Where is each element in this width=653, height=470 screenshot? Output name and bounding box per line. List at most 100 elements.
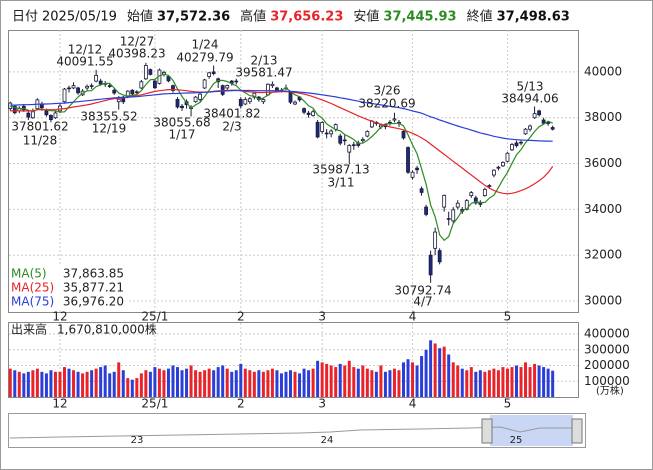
candle-body xyxy=(220,85,225,95)
volume-bar xyxy=(17,371,21,397)
volume-bar xyxy=(252,371,256,397)
navigator-handle[interactable] xyxy=(571,418,583,444)
x-tick-label: 2 xyxy=(237,310,245,324)
volume-bar xyxy=(58,371,62,397)
candle-body xyxy=(62,88,67,103)
candle-body xyxy=(320,122,325,132)
volume-bar xyxy=(126,378,130,397)
navigator[interactable] xyxy=(8,413,586,448)
candle-body xyxy=(442,194,447,208)
volume-bar xyxy=(117,362,121,397)
candle-body xyxy=(67,87,71,90)
volume-bar xyxy=(139,373,143,397)
candle-body xyxy=(98,80,103,85)
y-tick-label: 34000 xyxy=(584,202,622,216)
legend-name: MA(25) xyxy=(11,281,54,295)
volume-bar xyxy=(266,370,270,397)
candle-body xyxy=(329,130,334,135)
header-label: 始値 xyxy=(127,9,153,25)
legend-name: MA(5) xyxy=(11,267,47,281)
volume-bar xyxy=(356,368,360,397)
candle-body xyxy=(247,98,252,103)
candle-body xyxy=(112,89,117,94)
volume-bar xyxy=(307,370,311,397)
volume-bar xyxy=(298,373,302,397)
candle-body xyxy=(523,128,528,135)
volume-bar xyxy=(546,368,550,397)
volume-bar xyxy=(44,373,48,397)
navigator-label: 23 xyxy=(131,435,144,446)
volume-bar xyxy=(334,367,338,397)
volume-bar xyxy=(76,371,80,397)
candle-body xyxy=(211,71,216,74)
volume-bar xyxy=(460,368,464,397)
volume-bar xyxy=(519,367,523,397)
candle-body xyxy=(265,83,270,96)
legend-name: MA(75) xyxy=(11,295,54,309)
volume-bar xyxy=(402,362,405,397)
ma-line xyxy=(10,89,553,142)
volume-bar xyxy=(542,367,546,397)
candle-body xyxy=(491,169,496,176)
annotation-date: 1/17 xyxy=(169,128,196,142)
volume-bar xyxy=(501,367,505,397)
candle-body xyxy=(261,99,266,103)
legend-value: 36,976.20 xyxy=(63,295,124,309)
volume-bar xyxy=(438,348,442,397)
annotation-date: 12/19 xyxy=(92,122,127,136)
volume-bar xyxy=(284,371,288,397)
volume-bar xyxy=(166,368,170,397)
candle-body xyxy=(143,65,148,80)
volume-bar xyxy=(311,368,315,397)
candle-body xyxy=(166,76,171,82)
volume-bar xyxy=(40,371,44,397)
candle-body xyxy=(94,74,99,82)
ma-line xyxy=(10,73,553,242)
volume-bar xyxy=(420,356,424,397)
annotation-value: 38401.82 xyxy=(203,107,260,121)
candle-body xyxy=(550,127,555,130)
volume-bar xyxy=(198,371,202,397)
volume-bar xyxy=(456,365,460,397)
volume-unit: (万株) xyxy=(596,384,624,397)
candle-body xyxy=(288,92,293,103)
legend-box xyxy=(9,266,127,310)
volume-bar xyxy=(121,370,125,397)
volume-bar xyxy=(320,362,324,397)
y-tick-label: 38000 xyxy=(584,110,622,124)
candle-body xyxy=(473,197,478,204)
candle-body xyxy=(338,135,343,144)
volume-bar xyxy=(397,370,401,397)
volume-bar xyxy=(429,340,433,397)
volume-label: 出来高 xyxy=(11,322,47,337)
volume-bar xyxy=(474,371,478,397)
annotation-date: 1/24 xyxy=(192,38,219,52)
navigator-range[interactable] xyxy=(490,415,573,446)
candle-body xyxy=(433,231,438,249)
candle-body xyxy=(528,125,532,130)
candle-body xyxy=(193,96,198,103)
volume-bar xyxy=(338,363,342,397)
volume-bar xyxy=(492,368,496,397)
volume-bar xyxy=(22,373,26,397)
volume-bar xyxy=(230,371,234,397)
volume-bar xyxy=(496,370,500,397)
volume-tick-label: 100000 xyxy=(584,374,630,388)
header-label: 安値 xyxy=(353,9,379,25)
header-label: 終値 xyxy=(467,9,493,25)
candle-body xyxy=(428,254,433,276)
annotation-value: 35987.13 xyxy=(312,163,369,177)
volume-bar xyxy=(35,368,39,397)
volume-bar xyxy=(8,368,12,397)
volume-bar xyxy=(528,367,532,397)
candle-body xyxy=(202,79,207,89)
candle-body xyxy=(130,89,135,95)
volume-bar xyxy=(234,370,238,397)
navigator-handle[interactable] xyxy=(481,418,493,444)
candle-body xyxy=(85,85,89,89)
volume-bar xyxy=(370,370,374,397)
volume-bar xyxy=(67,368,71,397)
annotation-date: 12/27 xyxy=(120,35,155,49)
volume-bar xyxy=(157,368,161,397)
